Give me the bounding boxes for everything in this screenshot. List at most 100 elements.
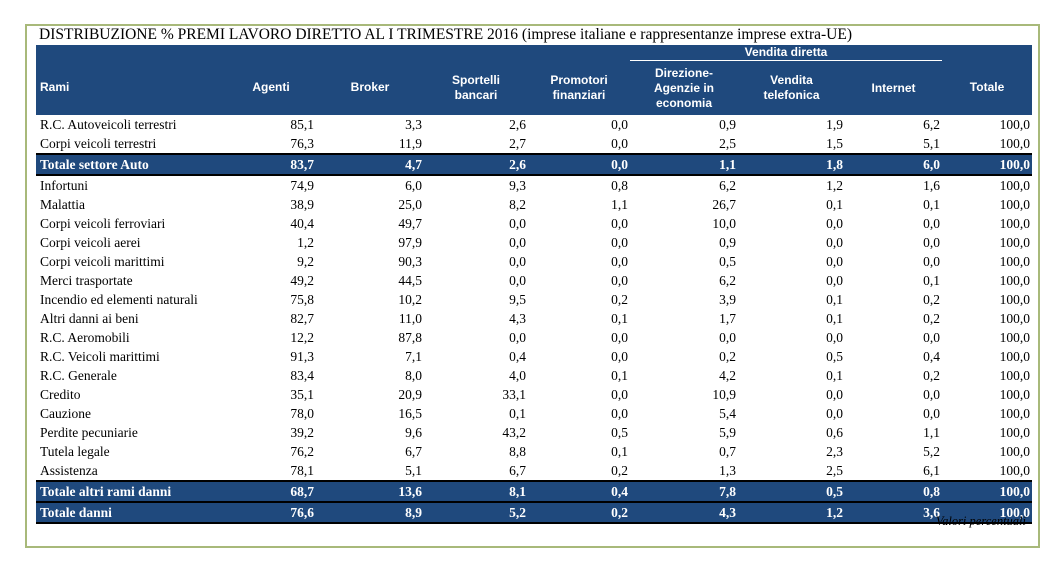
col-header-broker: Broker <box>350 80 390 95</box>
row-label: Infortuni <box>40 178 88 193</box>
table-cell: 100,0 <box>999 136 1031 151</box>
table-cell: 0,0 <box>923 254 941 269</box>
col-header-totale: Totale <box>969 80 1005 95</box>
table-cell: 0,1 <box>826 292 844 307</box>
table-cell: 0,0 <box>923 330 941 345</box>
table-cell: 2,5 <box>719 136 737 151</box>
table-cell: 0,8 <box>845 480 943 503</box>
table-cell: 35,1 <box>290 387 314 402</box>
table-cell: 4,3 <box>630 501 739 524</box>
table-cell: 0,9 <box>719 117 737 132</box>
table-cell: 1,2 <box>826 178 844 193</box>
table-cell: 1,5 <box>826 136 844 151</box>
row-label: Malattia <box>40 197 85 212</box>
table-cell: 0,0 <box>923 406 941 421</box>
table-cell: 97,9 <box>398 235 422 250</box>
table-cell: 100,0 <box>942 480 1033 503</box>
table-cell: 82,7 <box>290 311 314 326</box>
table-cell: 6,2 <box>719 273 737 288</box>
table-cell: 2,6 <box>424 153 528 176</box>
table-row: Assistenza 78,1 5,1 6,7 0,2 1,3 2,5 6,1 100,0 <box>36 461 1032 481</box>
table-cell: 0,0 <box>611 387 629 402</box>
table-cell: 2,7 <box>509 136 526 151</box>
table-cell: 2,3 <box>826 444 844 459</box>
table-cell: 100,0 <box>999 349 1031 364</box>
table-cell: 1,3 <box>719 463 737 478</box>
row-label: Merci trasportate <box>40 273 133 288</box>
table-cell: 0,5 <box>738 480 846 503</box>
table-cell: 0,0 <box>923 216 941 231</box>
table-cell: 0,0 <box>611 349 629 364</box>
row-label: Corpi veicoli ferroviari <box>40 216 166 231</box>
col-header-agenti: Agenti <box>252 80 290 95</box>
table-cell: 0,2 <box>611 292 629 307</box>
table-cell: 100,0 <box>999 178 1031 193</box>
table-cell: 6,0 <box>405 178 422 193</box>
table-cell: 74,9 <box>290 178 314 193</box>
table-cell: 3,9 <box>719 292 737 307</box>
table-cell: 11,0 <box>398 311 422 326</box>
table-cell: 87,8 <box>398 330 422 345</box>
table-title: DISTRIBUZIONE % PREMI LAVORO DIRETTO AL … <box>39 26 853 43</box>
table-cell: 16,5 <box>398 406 422 421</box>
table-cell: 100,0 <box>999 330 1031 345</box>
table-cell: 3,3 <box>405 117 422 132</box>
premi-table: Vendita diretta Rami Agenti Broker Sport… <box>36 45 1033 524</box>
table-row: R.C. Veicoli marittimi 91,3 7,1 0,4 0,0 0,2 0,… <box>36 347 1032 366</box>
table-cell: 1,6 <box>923 178 941 193</box>
table-cell: 38,9 <box>290 197 314 212</box>
table-cell: 8,2 <box>509 197 526 212</box>
table-row: Altri danni ai beni 82,7 11,0 4,3 0,1 1,7 0,1 0… <box>36 309 1032 328</box>
table-cell: 11,9 <box>398 136 422 151</box>
table-cell: 40,4 <box>290 216 314 231</box>
table-cell: 0,0 <box>826 387 844 402</box>
table-cell: 8,8 <box>509 444 526 459</box>
table-cell: 33,1 <box>502 387 526 402</box>
row-label: Corpi veicoli aerei <box>40 235 141 250</box>
table-cell: 0,5 <box>719 254 737 269</box>
col-header-sportelli: Sportelli bancari <box>424 61 528 116</box>
table-row: R.C. Generale 83,4 8,0 4,0 0,1 4,2 0,1 0,2 100,0 <box>36 366 1032 385</box>
table-cell: 76,6 <box>226 501 316 524</box>
table-cell: 100,0 <box>999 387 1031 402</box>
table-cell: 100,0 <box>999 197 1031 212</box>
table-cell: 0,0 <box>611 136 629 151</box>
table-cell: 5,4 <box>719 406 737 421</box>
table-row: Cauzione 78,0 16,5 0,1 0,0 5,4 0,0 0,0 100,0 <box>36 404 1032 423</box>
table-cell: 5,1 <box>405 463 422 478</box>
table-cell: 1,2 <box>738 501 846 524</box>
table-cell: 49,2 <box>290 273 314 288</box>
table-cell: 0,2 <box>528 501 631 524</box>
table-cell: 4,0 <box>509 368 526 383</box>
col-header-direzione-line2: Agenzie in <box>654 80 715 95</box>
table-cell: 4,7 <box>316 153 424 176</box>
table-cell: 0,0 <box>826 216 844 231</box>
table-cell: 0,0 <box>611 254 629 269</box>
col-header-direzione-line1: Direzione- <box>655 65 714 80</box>
table-cell: 100,0 <box>942 501 1033 524</box>
row-label: R.C. Autoveicoli terrestri <box>40 117 177 132</box>
table-row: Corpi veicoli terrestri 76,3 11,9 2,7 0,0 2,5… <box>36 134 1032 154</box>
table-row: Incendio ed elementi naturali 75,8 10,2 9,5… <box>36 290 1032 309</box>
vendita-diretta-group-header: Vendita diretta <box>630 45 943 61</box>
table-cell: 26,7 <box>712 197 737 212</box>
table-cell: 10,2 <box>398 292 422 307</box>
col-header-sportelli-line2: bancari <box>454 87 498 102</box>
table-cell: 0,0 <box>826 330 844 345</box>
row-label: R.C. Veicoli marittimi <box>40 349 160 364</box>
table-row: Credito 35,1 20,9 33,1 0,0 10,9 0,0 0,0 100,0 <box>36 385 1032 404</box>
table-cell: 6,2 <box>719 178 737 193</box>
table-cell: 100,0 <box>999 311 1031 326</box>
table-cell: 100,0 <box>999 368 1031 383</box>
col-header-direzione-line3: economia <box>656 95 713 110</box>
table-cell: 13,6 <box>316 480 424 503</box>
table-cell: 0,0 <box>826 273 844 288</box>
table-cell: 78,1 <box>290 463 314 478</box>
row-label: Corpi veicoli marittimi <box>40 254 165 269</box>
table-cell: 6,2 <box>923 117 941 132</box>
table-row: Infortuni 74,9 6,0 9,3 0,8 6,2 1,2 1,6 100,0 <box>36 175 1032 195</box>
table-cell: 0,9 <box>719 235 737 250</box>
table-cell: 85,1 <box>290 117 314 132</box>
row-label: Credito <box>40 387 81 402</box>
table-cell: 78,0 <box>290 406 314 421</box>
